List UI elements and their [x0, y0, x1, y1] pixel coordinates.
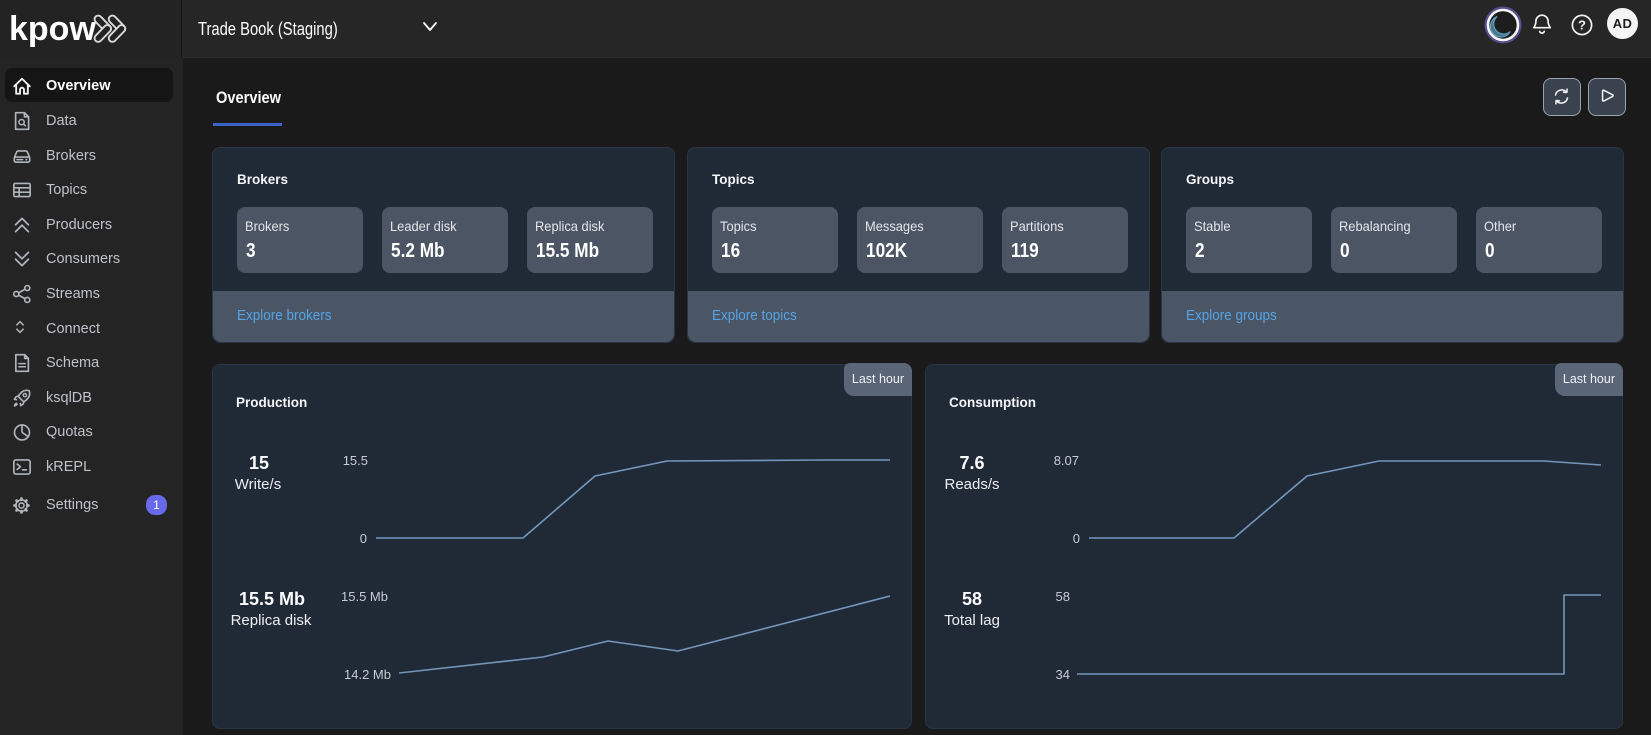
svg-text:?: ?: [1578, 18, 1586, 33]
